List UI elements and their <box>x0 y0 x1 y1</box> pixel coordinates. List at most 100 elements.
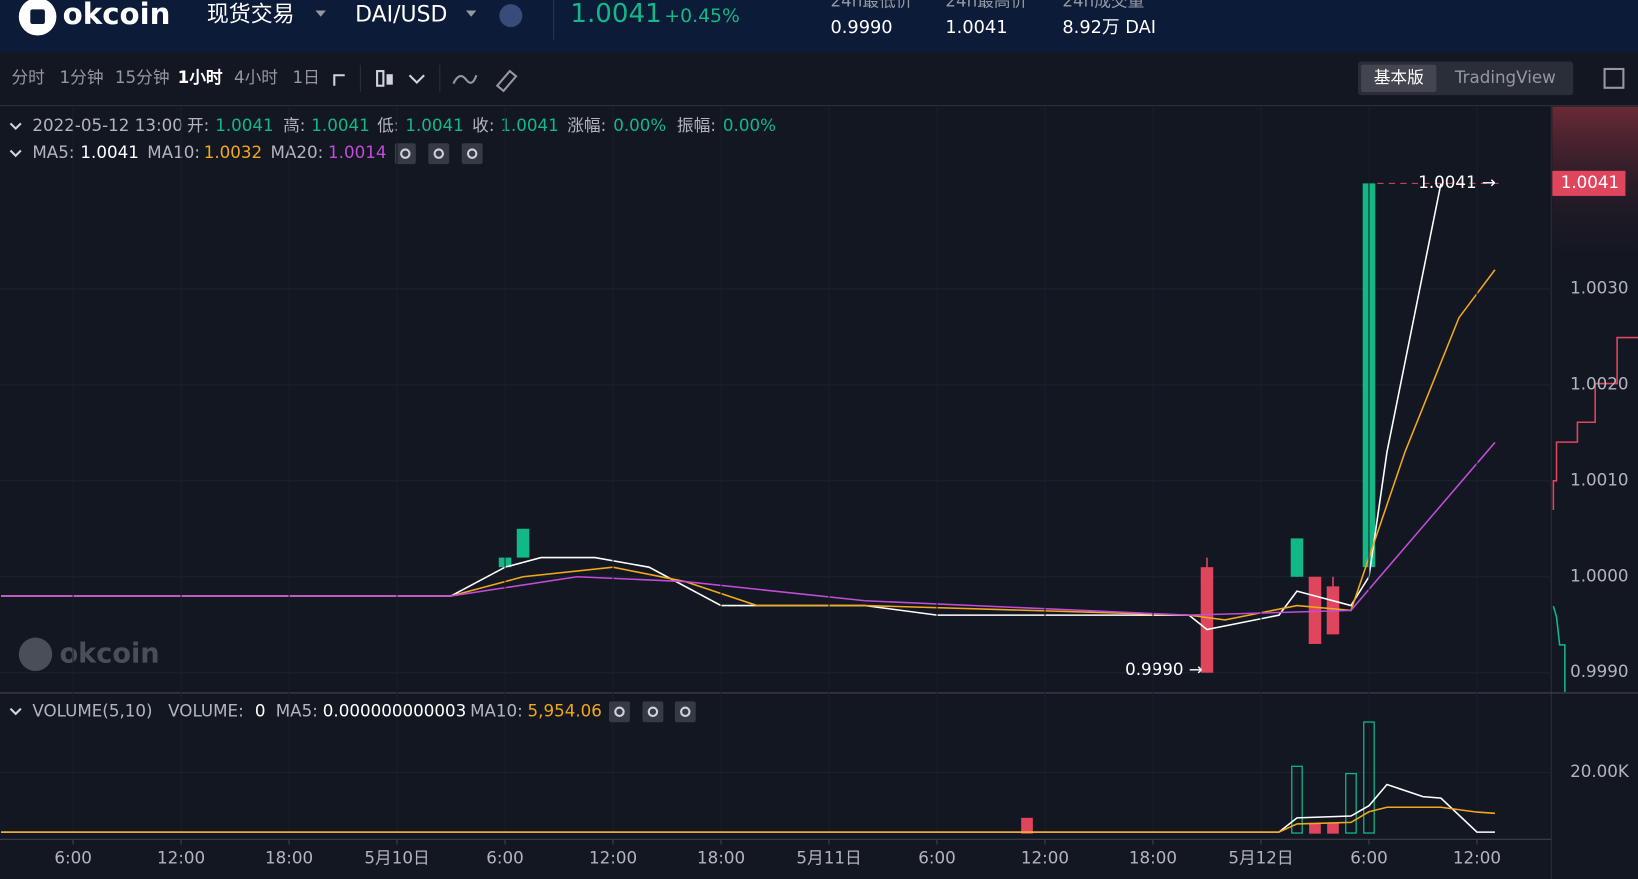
label: 0.00% <box>613 115 666 135</box>
watermark-logo <box>18 637 53 672</box>
icon-glyph <box>647 706 659 717</box>
ma-line <box>1 783 1495 833</box>
x-tick-label: 12:00 <box>589 848 637 868</box>
depth-asks <box>1552 336 1638 511</box>
icon-glyph <box>614 706 625 717</box>
candle-body <box>516 528 530 558</box>
label: 低: <box>377 115 399 135</box>
eye-icon[interactable] <box>609 701 630 723</box>
label: 1.0041 <box>311 115 369 135</box>
depth-bids <box>1552 605 1566 692</box>
last-price-label: 1.0041 <box>1561 172 1619 192</box>
low-label: 0.9990 → <box>1125 659 1203 679</box>
y-tick-label: 20.00K <box>1570 761 1630 781</box>
label: MA20: <box>271 142 324 162</box>
dropdown[interactable] <box>408 74 425 85</box>
candle-body <box>1308 576 1322 644</box>
label[interactable]: 1分钟 <box>60 67 104 87</box>
header-bar <box>0 0 1638 53</box>
price-change: +0.45% <box>664 6 739 27</box>
x-tick-label: 5月12日 <box>1228 848 1293 868</box>
label: VOLUME: <box>168 700 244 720</box>
draw-icon[interactable] <box>333 74 345 86</box>
label: 振幅: <box>677 115 716 135</box>
label: 0 <box>255 700 266 720</box>
info-icon[interactable] <box>499 4 523 28</box>
label: 收: <box>472 115 494 135</box>
mode-active <box>1361 64 1437 92</box>
label: 2022-05-12 13:00 <box>32 115 182 135</box>
icon-glyph <box>680 706 691 717</box>
mode[interactable]: TradingView <box>1454 67 1556 87</box>
x-tick-label: 6:00 <box>1350 848 1388 868</box>
label: MA5: <box>32 142 74 162</box>
settings-icon[interactable] <box>642 701 664 723</box>
x-tick-label: 18:00 <box>697 848 745 868</box>
volume-bar <box>1021 817 1033 834</box>
ruler-icon[interactable] <box>495 69 518 93</box>
watermark: okcoin <box>60 638 160 669</box>
last-price-tag <box>1552 170 1626 196</box>
label: 1.0041 <box>500 115 558 135</box>
label: 高: <box>283 115 305 135</box>
volume-bar <box>1309 823 1321 834</box>
settings-icon[interactable] <box>428 143 450 165</box>
label: 0.00% <box>723 115 776 135</box>
label: 涨幅: <box>567 115 606 135</box>
last-price: 1.0041 <box>570 0 661 29</box>
label: VOLUME(5,10) <box>32 700 152 720</box>
x-tick-label: 12:00 <box>1021 848 1069 868</box>
stat-label: 24h成交量 <box>1062 0 1144 11</box>
watermark-text: okcoin <box>60 638 160 669</box>
volume-bar <box>1291 765 1303 834</box>
label[interactable]: 1小时 <box>178 67 223 87</box>
candle-icon <box>386 74 393 85</box>
close-icon[interactable] <box>461 143 483 165</box>
label: MA5: <box>276 700 318 720</box>
caret <box>315 10 326 17</box>
candle-icon[interactable] <box>376 70 385 87</box>
stat-value: 1.0041 <box>945 18 1007 38</box>
label[interactable]: 15分钟 <box>115 67 170 87</box>
stat-label: 24h最高价 <box>945 0 1027 11</box>
y-tick-label: 1.0000 <box>1570 565 1628 585</box>
x-tick-label: 12:00 <box>157 848 205 868</box>
eye-icon[interactable] <box>394 143 416 165</box>
stat-label: 24h最低价 <box>830 0 912 11</box>
x-tick-label: 12:00 <box>1453 848 1501 868</box>
label: 5,954.06 <box>528 700 602 720</box>
label[interactable]: 4小时 <box>234 67 278 87</box>
candle-body <box>1290 538 1304 577</box>
label: 1.0041 <box>215 115 273 135</box>
y-tick-label: 1.0020 <box>1570 373 1628 393</box>
label: MA10: <box>470 700 523 720</box>
collapse[interactable] <box>9 122 22 131</box>
icon-glyph <box>400 148 411 159</box>
icon-glyph <box>466 148 478 159</box>
y-tick-label: 1.0030 <box>1570 277 1628 297</box>
collapse[interactable] <box>9 149 22 158</box>
stat-value: 0.9990 <box>830 18 892 38</box>
label[interactable]: 1日 <box>293 67 320 87</box>
indicator-icon[interactable] <box>452 74 478 85</box>
fullscreen[interactable] <box>1603 67 1625 89</box>
label[interactable]: 分时 <box>11 67 45 87</box>
pair[interactable]: DAI/USD <box>355 3 447 28</box>
brand[interactable]: okcoin <box>63 0 171 31</box>
high-label: 1.0041 → <box>1418 172 1496 192</box>
menu[interactable]: 现货交易 <box>207 3 295 28</box>
collapse[interactable] <box>9 707 22 716</box>
close-icon[interactable] <box>674 701 696 723</box>
ma-line <box>1 269 1496 621</box>
ma-line <box>1 806 1496 833</box>
label: 1.0014 <box>328 142 386 162</box>
icon-glyph <box>433 148 444 159</box>
y-tick-label: 0.9990 <box>1570 661 1628 681</box>
x-tick-label: 18:00 <box>265 848 313 868</box>
logo-mark <box>30 9 45 25</box>
volume-bar <box>1345 772 1357 834</box>
x-tick-label: 6:00 <box>486 848 524 868</box>
mode[interactable]: 基本版 <box>1374 67 1424 87</box>
x-tick-label: 5月11日 <box>796 848 861 868</box>
